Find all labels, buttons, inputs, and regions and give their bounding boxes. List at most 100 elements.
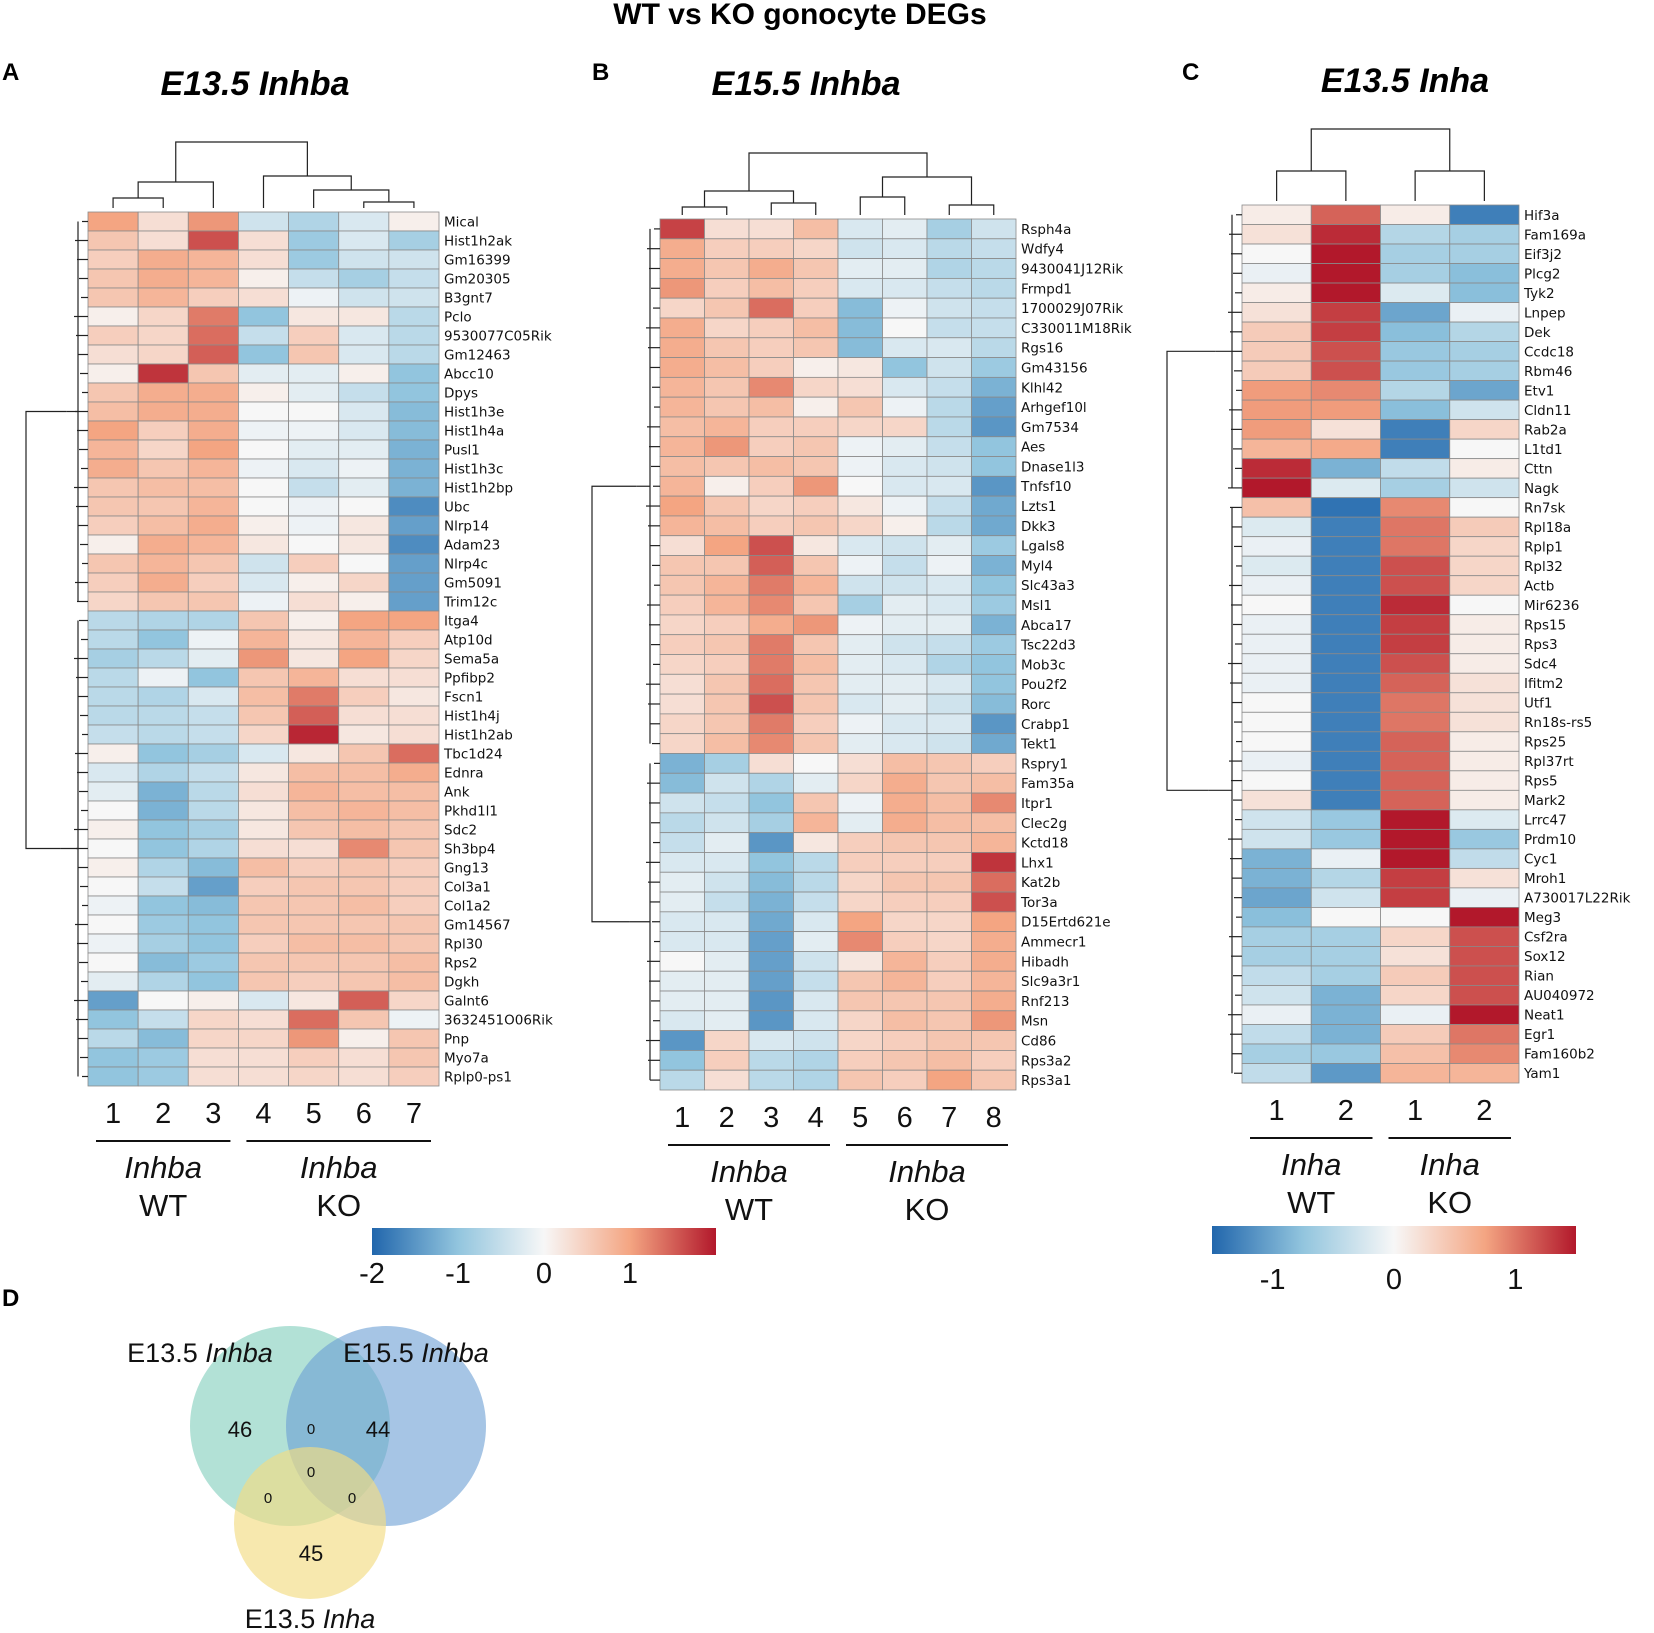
heatmap-cell [837,238,883,259]
gene-label: Rps5 [1524,774,1558,790]
heatmap-cell [1310,828,1381,850]
group-genotype-label: WT [725,1192,773,1227]
heatmap-cell [748,277,794,299]
heatmap-cell [793,297,839,319]
heatmap-cell [187,1028,239,1049]
heatmap-cell [659,891,705,913]
heatmap-cell [837,416,883,438]
gene-label: Kat2b [1021,875,1060,891]
heatmap-cell [288,306,340,327]
heatmap-cell [837,277,883,299]
heatmap-cell [1310,302,1381,323]
heatmap-cell [187,306,239,327]
gene-label: C330011M18Rik [1021,321,1132,337]
heatmap-cell [1241,360,1312,382]
heatmap-cell [882,416,928,438]
heatmap-cell [87,686,139,707]
heatmap-cell [1380,867,1451,889]
colorbar-tick: -2 [359,1258,385,1290]
heatmap-cell [388,1028,440,1049]
heatmap-cell [1241,302,1312,323]
heatmap-cell [1449,828,1520,850]
heatmap-cell [1310,399,1381,421]
gene-label: Rpl37rt [1524,754,1574,770]
heatmap-cell [338,705,390,726]
heatmap-cell [926,357,972,378]
heatmap-cell [882,693,928,715]
heatmap-cell [87,895,139,916]
gene-label: Slc9a3r1 [1021,974,1080,990]
heatmap-cell [704,297,750,319]
heatmap-cell [388,325,440,346]
heatmap-cell [187,933,239,954]
heatmap-cell [837,218,883,240]
heatmap-cell [87,553,139,574]
heatmap-cell [1241,614,1312,635]
heatmap-cell [971,654,1017,675]
heatmap-cell [926,990,972,1012]
panel-letter-b: B [592,59,609,86]
heatmap-cell [87,306,139,327]
heatmap-cell [187,743,239,764]
heatmap-cell [1310,867,1381,889]
heatmap-cell [288,230,340,251]
heatmap-cell [87,857,139,878]
heatmap-cell [659,792,705,814]
heatmap-panel-a: Mical Hist1h2ak Gm16399 Gm20305 B3gnt7 Pclo 95… [25,141,553,1223]
heatmap-cell [971,693,1017,715]
heatmap-cell [1380,946,1451,967]
heatmap-cell [659,555,705,576]
heatmap-cell [837,1069,883,1091]
heatmap-cell [659,396,705,418]
heatmap-cell [837,436,883,457]
heatmap-cell [1310,516,1381,538]
gene-label: Neat1 [1524,1008,1565,1024]
heatmap-cell [87,325,139,346]
heatmap-cell [87,1047,139,1068]
heatmap-cell [288,838,340,859]
heatmap-cell [288,743,340,764]
heatmap-cell [388,287,440,308]
heatmap-cell [882,753,928,774]
heatmap-cell [837,673,883,695]
heatmap-cell [338,990,390,1011]
heatmap-cell [238,325,289,346]
gene-label: Lzts1 [1021,499,1057,515]
heatmap-cell [388,857,440,878]
heatmap-cell [659,1069,705,1091]
heatmap-cell [137,553,189,574]
heatmap-cell [837,1010,883,1032]
heatmap-cell [238,458,289,479]
venn-label-c: E13.5 Inha [245,1604,376,1633]
heatmap-cell [1449,692,1520,713]
heatmap-cell [238,629,289,650]
heatmap-cell [388,743,440,764]
heatmap-cell [1310,224,1381,245]
heatmap-cell [1380,907,1451,928]
heatmap-cell [137,1028,189,1049]
heatmap-cell [388,629,440,650]
heatmap-cell [659,654,705,675]
heatmap-cell [137,458,189,479]
heatmap-cell [238,876,289,897]
heatmap-cell [837,258,883,279]
panel-letter-a: A [2,59,19,86]
heatmap-cell [793,891,839,913]
heatmap-cell [1310,1024,1381,1045]
heatmap-cell [971,931,1017,952]
heatmap-cell [704,951,750,972]
heatmap-cell [1449,985,1520,1006]
heatmap-cell [87,268,139,289]
heatmap-cell [1241,575,1312,596]
heatmap-cell [288,420,340,441]
gene-label: Crabp1 [1021,717,1070,733]
heatmap-cell [87,363,139,384]
gene-label: Klhl42 [1021,380,1063,396]
heatmap-cell [238,344,289,365]
gene-label: Mark2 [1524,793,1566,809]
heatmap-cell [659,931,705,952]
heatmap-cell [1449,321,1520,342]
heatmap-cell [1449,380,1520,401]
gene-label: Yam1 [1523,1066,1560,1082]
heatmap-cell [137,420,189,441]
